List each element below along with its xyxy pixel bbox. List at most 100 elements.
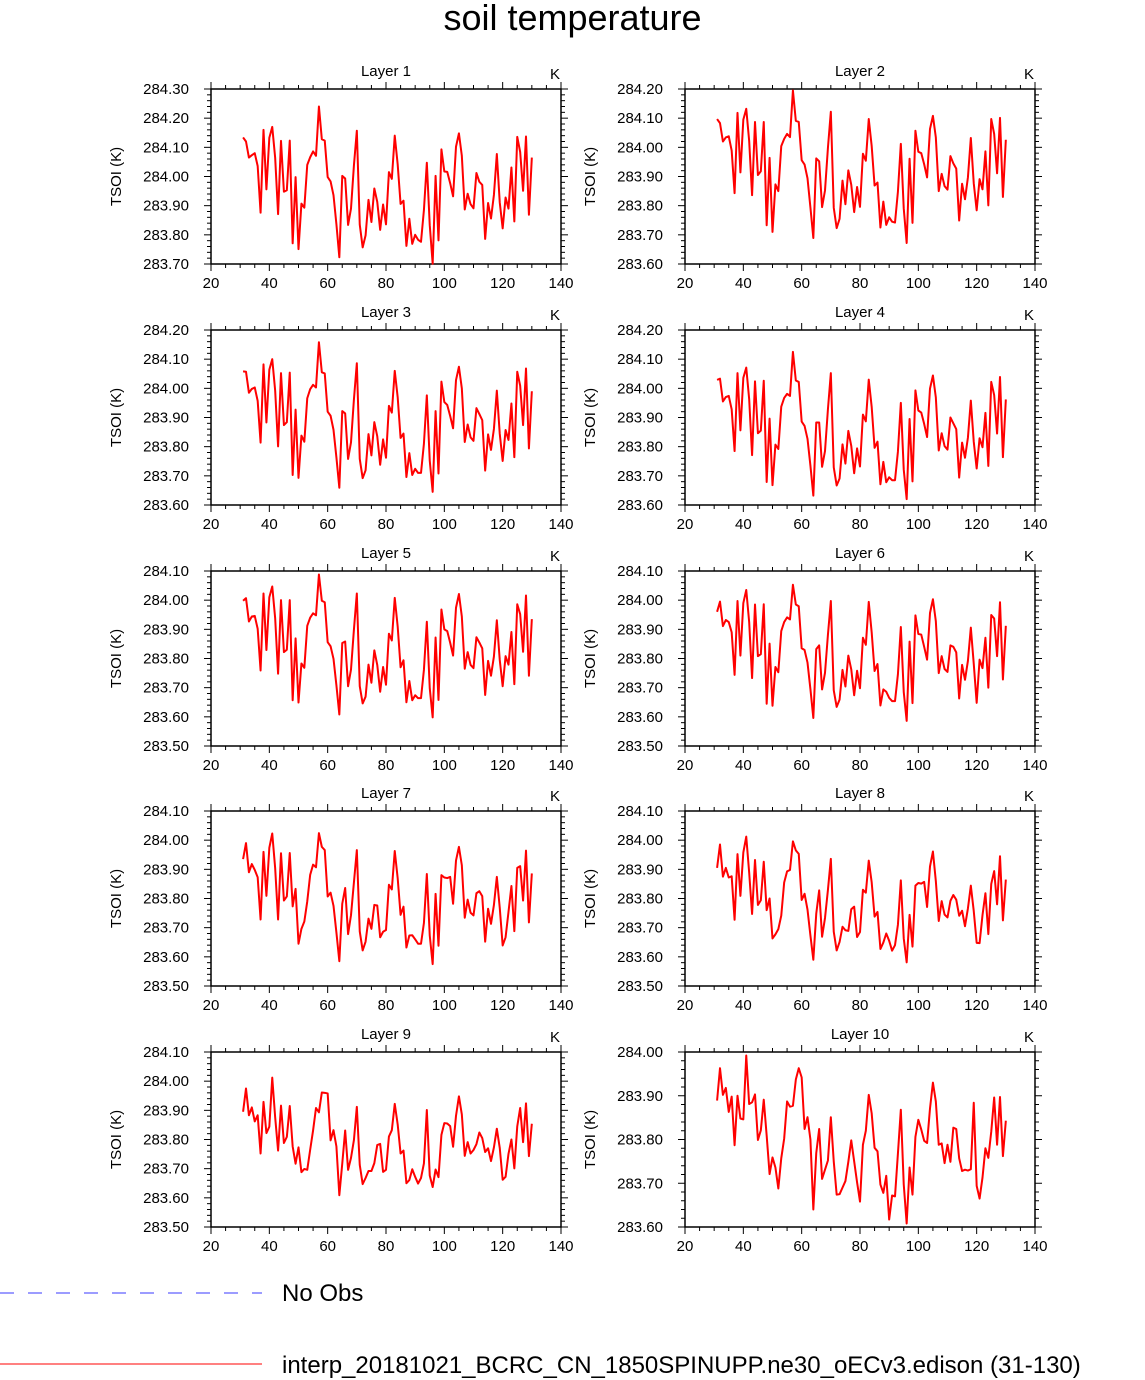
units-label: K bbox=[550, 788, 560, 805]
x-tick-label: 100 bbox=[906, 1238, 931, 1255]
y-tick-label: 283.50 bbox=[143, 1219, 189, 1236]
y-tick-label: 283.70 bbox=[143, 468, 189, 485]
x-tick-label: 120 bbox=[490, 997, 515, 1014]
y-tick-label: 283.90 bbox=[143, 1102, 189, 1119]
panel-title: Layer 2 bbox=[835, 63, 885, 80]
x-tick-label: 120 bbox=[490, 757, 515, 774]
x-tick-label: 40 bbox=[735, 1238, 752, 1255]
y-axis-label: TSOI (K) bbox=[582, 629, 599, 688]
x-tick-label: 100 bbox=[906, 516, 931, 533]
y-tick-label: 284.10 bbox=[143, 563, 189, 580]
y-tick-label: 283.70 bbox=[617, 680, 663, 697]
plot-frame bbox=[210, 810, 562, 987]
units-label: K bbox=[550, 548, 560, 565]
y-tick-label: 283.60 bbox=[143, 949, 189, 966]
y-tick-label: 284.10 bbox=[143, 139, 189, 156]
x-tick-label: 20 bbox=[677, 997, 694, 1014]
panel-title: Layer 6 bbox=[835, 545, 885, 562]
y-tick-label: 284.10 bbox=[143, 803, 189, 820]
panel-title: Layer 1 bbox=[361, 63, 411, 80]
y-tick-label: 284.00 bbox=[617, 380, 663, 397]
x-tick-label: 40 bbox=[261, 516, 278, 533]
y-tick-label: 283.60 bbox=[617, 1219, 663, 1236]
series-line bbox=[242, 341, 533, 493]
y-tick-label: 284.00 bbox=[143, 169, 189, 186]
x-tick-label: 100 bbox=[432, 1238, 457, 1255]
y-tick-label: 284.10 bbox=[143, 351, 189, 368]
panel-title: Layer 10 bbox=[831, 1026, 889, 1043]
panel-8: 20 40 60 80 100 120 140 283.50 283.60 283.70 283.8… bbox=[582, 785, 1048, 1014]
y-axis-label: TSOI (K) bbox=[108, 1110, 125, 1169]
x-tick-label: 40 bbox=[261, 757, 278, 774]
y-axis-label: TSOI (K) bbox=[108, 629, 125, 688]
x-tick-label: 80 bbox=[378, 275, 395, 292]
x-tick-label: 60 bbox=[793, 1238, 810, 1255]
x-tick-label: 20 bbox=[677, 1238, 694, 1255]
x-tick-label: 140 bbox=[548, 1238, 573, 1255]
x-tick-label: 100 bbox=[906, 997, 931, 1014]
x-tick-label: 100 bbox=[432, 516, 457, 533]
plot-frame bbox=[210, 329, 562, 506]
x-tick-label: 20 bbox=[677, 516, 694, 533]
y-tick-label: 283.90 bbox=[617, 861, 663, 878]
x-tick-label: 100 bbox=[906, 275, 931, 292]
x-tick-label: 80 bbox=[852, 997, 869, 1014]
x-tick-label: 120 bbox=[490, 1238, 515, 1255]
y-tick-label: 283.60 bbox=[617, 709, 663, 726]
y-axis-label: TSOI (K) bbox=[582, 147, 599, 206]
units-label: K bbox=[1024, 788, 1034, 805]
panel-3: 20 40 60 80 100 120 140 283.60 283.70 283.80 283.9… bbox=[108, 304, 574, 533]
y-tick-label: 283.70 bbox=[143, 920, 189, 937]
y-tick-label: 283.80 bbox=[617, 439, 663, 456]
y-tick-label: 284.00 bbox=[143, 592, 189, 609]
x-tick-label: 80 bbox=[378, 516, 395, 533]
chart-panels: 20 40 60 80 100 120 140 283.70 283.80 283.90 284.0… bbox=[108, 63, 1048, 1255]
x-tick-label: 60 bbox=[319, 997, 336, 1014]
y-tick-label: 284.00 bbox=[617, 1044, 663, 1061]
plot-frame bbox=[684, 810, 1036, 987]
series-line bbox=[242, 832, 533, 966]
x-tick-label: 40 bbox=[261, 275, 278, 292]
panel-9: 20 40 60 80 100 120 140 283.50 283.60 283.70 283.8… bbox=[108, 1026, 574, 1255]
y-tick-label: 283.60 bbox=[617, 256, 663, 273]
y-tick-label: 284.00 bbox=[143, 832, 189, 849]
y-tick-label: 283.60 bbox=[143, 709, 189, 726]
x-tick-label: 100 bbox=[432, 757, 457, 774]
legend-model-label: interp_20181021_BCRC_CN_1850SPINUPP.ne30… bbox=[282, 1352, 1081, 1379]
y-tick-label: 283.70 bbox=[143, 256, 189, 273]
y-tick-label: 283.90 bbox=[617, 410, 663, 427]
legend-swatches bbox=[0, 1292, 262, 1365]
x-tick-label: 60 bbox=[793, 275, 810, 292]
units-label: K bbox=[1024, 548, 1034, 565]
y-tick-label: 284.00 bbox=[143, 380, 189, 397]
x-tick-label: 80 bbox=[852, 275, 869, 292]
x-tick-label: 100 bbox=[906, 757, 931, 774]
x-tick-label: 20 bbox=[203, 275, 220, 292]
y-tick-label: 283.60 bbox=[617, 949, 663, 966]
units-label: K bbox=[1024, 66, 1034, 83]
units-label: K bbox=[1024, 1029, 1034, 1046]
series-line bbox=[716, 1054, 1007, 1225]
x-tick-label: 140 bbox=[1022, 1238, 1047, 1255]
y-tick-label: 283.50 bbox=[617, 978, 663, 995]
x-tick-label: 40 bbox=[735, 516, 752, 533]
x-tick-label: 140 bbox=[548, 275, 573, 292]
x-tick-label: 80 bbox=[852, 757, 869, 774]
x-tick-label: 40 bbox=[261, 1238, 278, 1255]
y-tick-label: 284.20 bbox=[617, 81, 663, 98]
x-tick-label: 140 bbox=[1022, 516, 1047, 533]
x-tick-label: 20 bbox=[203, 997, 220, 1014]
x-tick-label: 60 bbox=[319, 757, 336, 774]
y-tick-label: 284.00 bbox=[143, 1073, 189, 1090]
panel-7: 20 40 60 80 100 120 140 283.50 283.60 283.70 283.8… bbox=[108, 785, 574, 1014]
y-tick-label: 283.80 bbox=[617, 651, 663, 668]
x-tick-label: 120 bbox=[964, 1238, 989, 1255]
x-tick-label: 60 bbox=[793, 516, 810, 533]
x-tick-label: 140 bbox=[548, 516, 573, 533]
plot-frame bbox=[210, 88, 562, 265]
y-tick-label: 283.80 bbox=[143, 891, 189, 908]
y-axis-label: TSOI (K) bbox=[582, 388, 599, 447]
y-tick-label: 283.80 bbox=[617, 1132, 663, 1149]
y-tick-label: 284.10 bbox=[617, 110, 663, 127]
y-tick-label: 283.80 bbox=[143, 1132, 189, 1149]
